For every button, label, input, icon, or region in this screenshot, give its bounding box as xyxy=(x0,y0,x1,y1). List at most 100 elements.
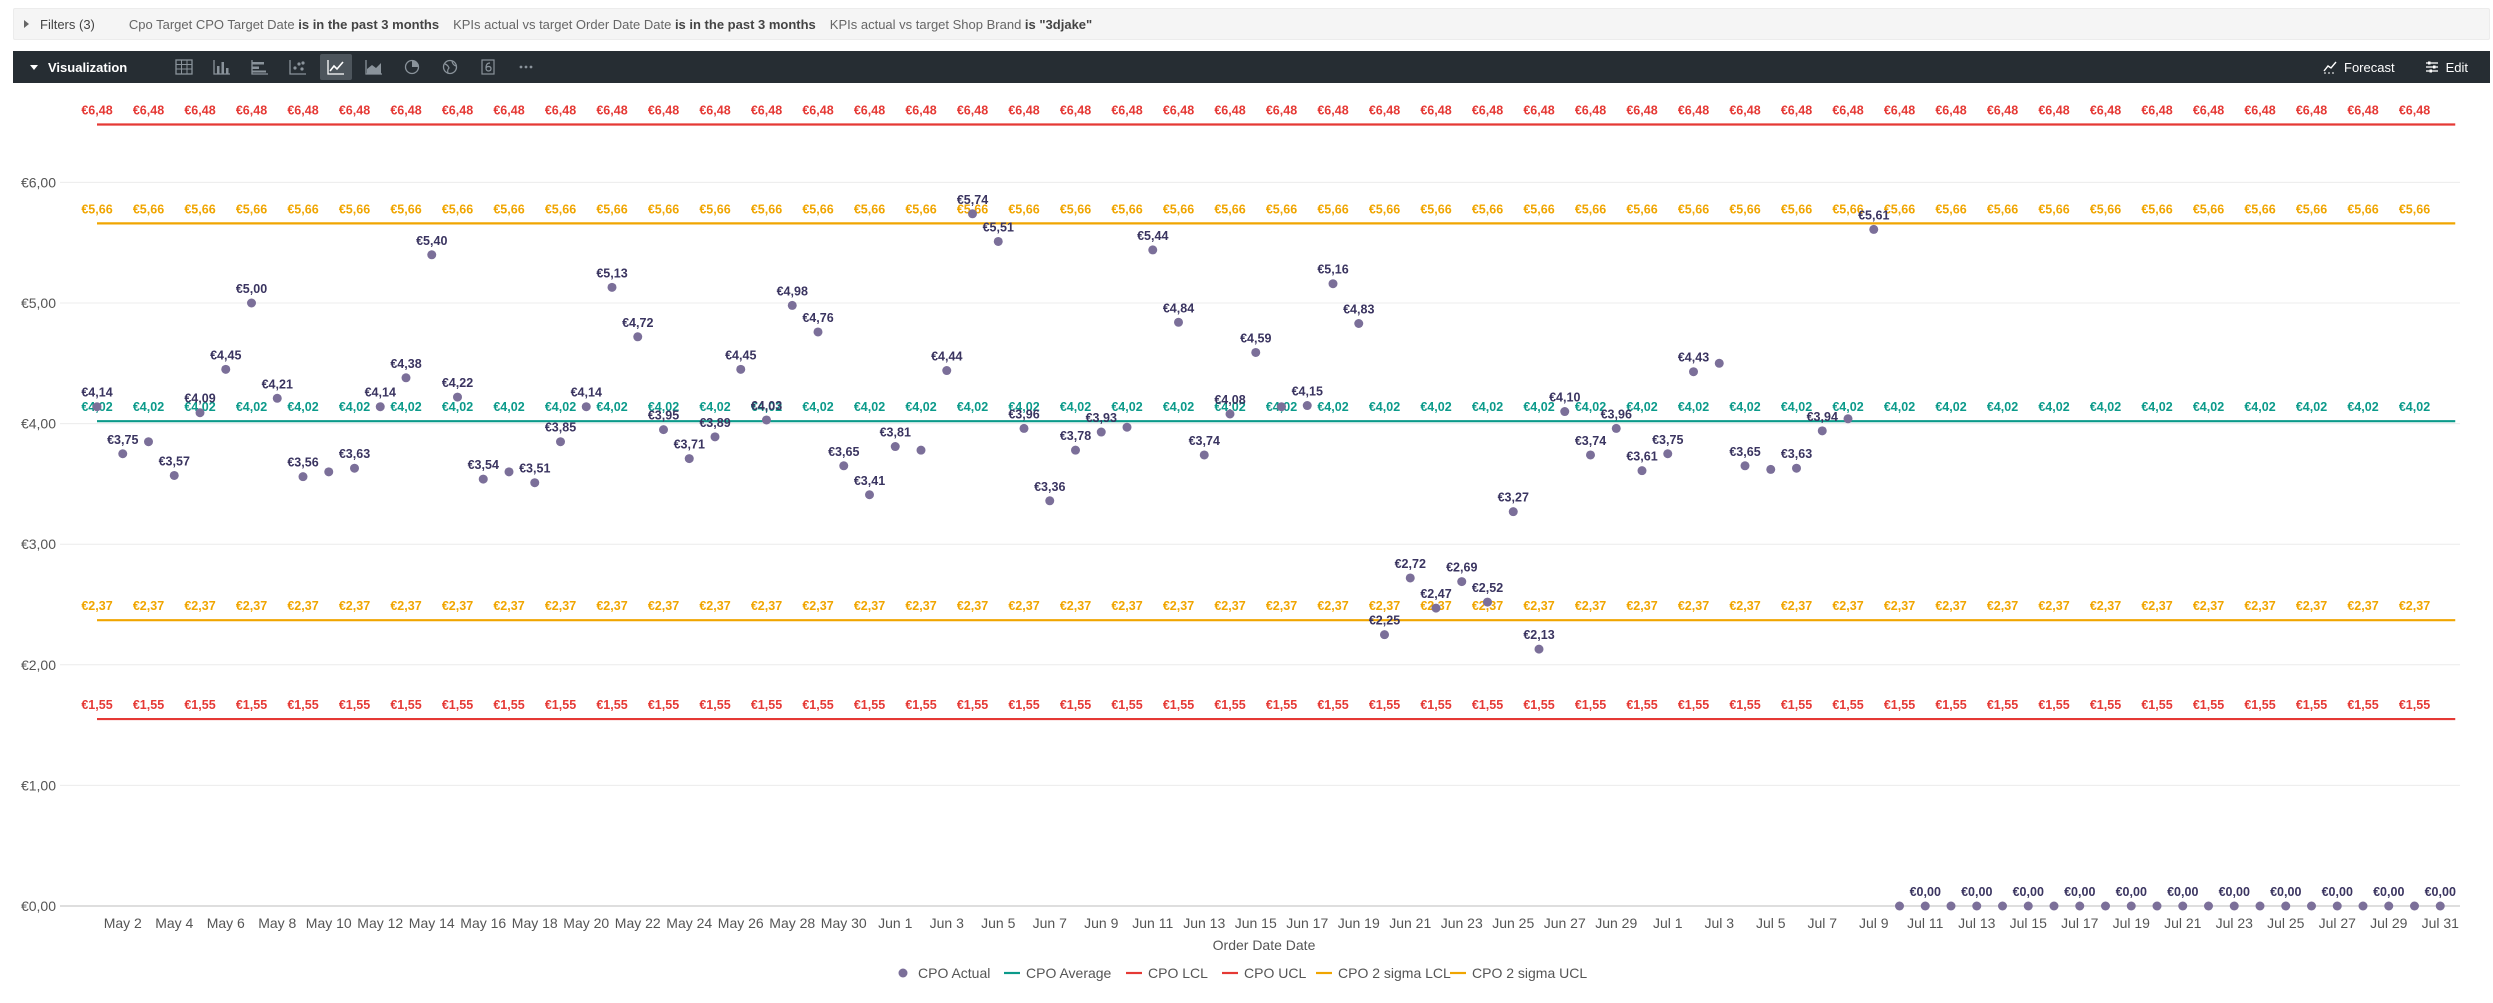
reference-line-label: €5,66 xyxy=(1935,202,1966,216)
reference-line-label: €4,02 xyxy=(287,400,318,414)
reference-line-label: €5,66 xyxy=(2193,202,2224,216)
data-label: €0,00 xyxy=(1961,885,1992,899)
reference-line-label: €4,02 xyxy=(699,400,730,414)
pie-chart-icon[interactable] xyxy=(396,54,428,80)
reference-line-label: €5,66 xyxy=(1678,202,1709,216)
legend-label: CPO UCL xyxy=(1244,965,1306,981)
reference-line-label: €2,37 xyxy=(2347,599,2378,613)
data-label: €5,00 xyxy=(236,282,267,296)
data-label: €3,56 xyxy=(287,456,318,470)
y-tick-label: €2,00 xyxy=(21,657,56,673)
data-label: €4,14 xyxy=(571,386,602,400)
map-icon[interactable] xyxy=(434,54,466,80)
data-point xyxy=(2101,901,2110,911)
reference-line-label: €4,02 xyxy=(2141,400,2172,414)
reference-line-label: €1,55 xyxy=(442,698,473,712)
reference-line-label: €4,02 xyxy=(1111,400,1142,414)
filters-toggle[interactable]: Filters (3) xyxy=(14,17,129,32)
reference-line-label: €1,55 xyxy=(905,698,936,712)
reference-line-label: €5,66 xyxy=(493,202,524,216)
filter-chip[interactable]: Cpo Target CPO Target Date is in the pas… xyxy=(129,17,439,32)
area-chart-icon[interactable] xyxy=(358,54,390,80)
x-tick-label: Jul 23 xyxy=(2216,915,2254,931)
reference-line-label: €1,55 xyxy=(699,698,730,712)
legend-label: CPO Actual xyxy=(918,965,990,981)
data-point xyxy=(1354,319,1364,329)
data-point xyxy=(684,454,694,464)
data-point xyxy=(247,298,256,308)
data-point xyxy=(1457,577,1467,587)
reference-line-label: €5,66 xyxy=(1369,202,1400,216)
visualization-toggle[interactable]: Visualization xyxy=(13,60,168,75)
data-label: €3,63 xyxy=(1781,447,1812,461)
y-tick-label: €3,00 xyxy=(21,536,56,552)
x-tick-label: May 30 xyxy=(821,915,867,931)
reference-line-label: €6,48 xyxy=(236,104,267,118)
table-icon[interactable] xyxy=(168,54,200,80)
data-point xyxy=(1560,407,1570,417)
reference-line-label: €6,48 xyxy=(854,104,885,118)
reference-line-label: €5,66 xyxy=(2141,202,2172,216)
more-icon[interactable] xyxy=(510,54,542,80)
reference-line-label: €1,55 xyxy=(1781,698,1812,712)
x-tick-label: Jun 29 xyxy=(1595,915,1637,931)
x-axis-title: Order Date Date xyxy=(1213,937,1316,953)
line-chart-icon[interactable] xyxy=(320,54,352,80)
x-tick-label: May 20 xyxy=(563,915,609,931)
reference-line-label: €6,48 xyxy=(1060,104,1091,118)
legend-label: CPO 2 sigma LCL xyxy=(1338,965,1451,981)
data-point xyxy=(1946,901,1956,911)
single-value-icon[interactable] xyxy=(472,54,504,80)
data-point xyxy=(2204,901,2213,911)
data-point xyxy=(787,300,797,310)
data-point xyxy=(839,461,849,471)
filter-chip[interactable]: KPIs actual vs target Order Date Date is… xyxy=(453,17,816,32)
x-tick-label: Jul 25 xyxy=(2267,915,2305,931)
reference-line-label: €6,48 xyxy=(1729,104,1760,118)
forecast-button[interactable]: Forecast xyxy=(2323,60,2395,75)
x-tick-label: Jun 9 xyxy=(1084,915,1118,931)
column-chart-icon[interactable] xyxy=(206,54,238,80)
data-label: €0,00 xyxy=(2167,885,2198,899)
bar-chart-icon[interactable] xyxy=(244,54,276,80)
reference-line-label: €1,55 xyxy=(390,698,421,712)
data-point xyxy=(1199,450,1209,460)
data-label: €5,44 xyxy=(1137,229,1168,243)
data-point xyxy=(2435,901,2445,911)
data-label: €2,13 xyxy=(1523,628,1554,642)
reference-line-label: €6,48 xyxy=(339,104,370,118)
reference-line-label: €1,55 xyxy=(1369,698,1400,712)
data-point xyxy=(736,364,746,374)
reference-line-label: €5,66 xyxy=(1729,202,1760,216)
reference-line-label: €1,55 xyxy=(1163,698,1194,712)
reference-line-label: €6,48 xyxy=(1472,104,1503,118)
x-tick-label: Jun 3 xyxy=(930,915,964,931)
x-tick-label: Jun 23 xyxy=(1441,915,1483,931)
data-point xyxy=(1508,507,1518,517)
scatter-icon[interactable] xyxy=(282,54,314,80)
reference-line-label: €6,48 xyxy=(1832,104,1863,118)
data-point xyxy=(607,282,617,292)
edit-button[interactable]: Edit xyxy=(2425,60,2468,75)
x-tick-label: May 22 xyxy=(615,915,661,931)
x-tick-label: May 2 xyxy=(104,915,142,931)
data-label: €4,83 xyxy=(1343,303,1374,317)
reference-line-label: €4,02 xyxy=(1317,400,1348,414)
filter-chip[interactable]: KPIs actual vs target Shop Brand is "3dj… xyxy=(830,17,1092,32)
x-tick-label: Jun 27 xyxy=(1544,915,1586,931)
reference-line-label: €1,55 xyxy=(2193,698,2224,712)
data-label: €2,47 xyxy=(1420,587,1451,601)
reference-line-label: €4,02 xyxy=(1987,400,2018,414)
data-point xyxy=(195,408,205,418)
reference-line-label: €1,55 xyxy=(2244,698,2275,712)
data-label: €3,96 xyxy=(1008,407,1039,421)
reference-line-label: €6,48 xyxy=(2296,104,2327,118)
data-point xyxy=(2075,901,2085,911)
forecast-icon xyxy=(2323,61,2337,74)
data-label: €0,00 xyxy=(2219,885,2250,899)
data-label: €3,57 xyxy=(159,454,190,468)
data-label: €4,44 xyxy=(931,350,962,364)
x-tick-label: Jul 11 xyxy=(1907,915,1944,931)
reference-line-label: €6,48 xyxy=(1266,104,1297,118)
reference-line-label: €1,55 xyxy=(81,698,112,712)
